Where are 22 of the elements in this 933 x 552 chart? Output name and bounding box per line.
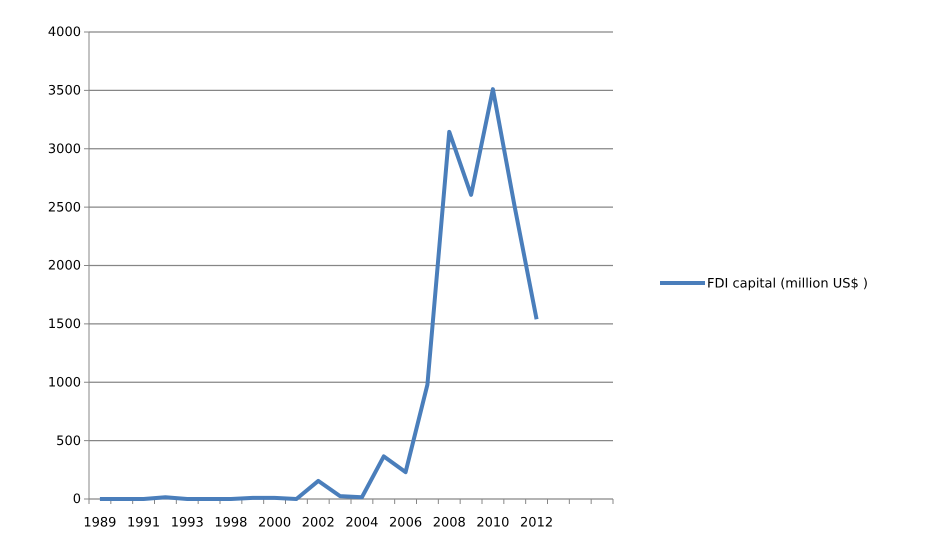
x-tick-label: 2004 bbox=[345, 516, 378, 531]
x-tick-label: 2000 bbox=[258, 516, 292, 531]
y-tick-label: 2000 bbox=[48, 258, 81, 274]
x-tick-label: 2006 bbox=[389, 516, 422, 531]
y-tick-label: 3000 bbox=[48, 142, 81, 157]
y-tick-label: 500 bbox=[56, 434, 81, 449]
x-tick-label: 2008 bbox=[432, 516, 466, 531]
x-tick-label: 2012 bbox=[520, 516, 554, 531]
x-tick-label: 1989 bbox=[83, 516, 116, 531]
x-tick-label: 1991 bbox=[127, 516, 160, 531]
y-tick-label: 4000 bbox=[48, 25, 81, 40]
y-tick-label: 0 bbox=[72, 492, 81, 508]
x-tick-label: 2010 bbox=[476, 516, 510, 531]
y-tick-label: 1500 bbox=[48, 317, 81, 332]
y-tick-label: 1000 bbox=[48, 375, 81, 390]
x-tick-label: 2002 bbox=[302, 516, 335, 531]
x-tick-label: 1993 bbox=[170, 516, 204, 531]
y-tick-label: 2500 bbox=[48, 200, 81, 216]
line-series bbox=[98, 87, 539, 501]
x-tick-label: 1998 bbox=[214, 516, 248, 531]
legend-label: FDI capital (million US$ ) bbox=[707, 276, 868, 292]
y-tick-label: 3500 bbox=[48, 84, 81, 99]
